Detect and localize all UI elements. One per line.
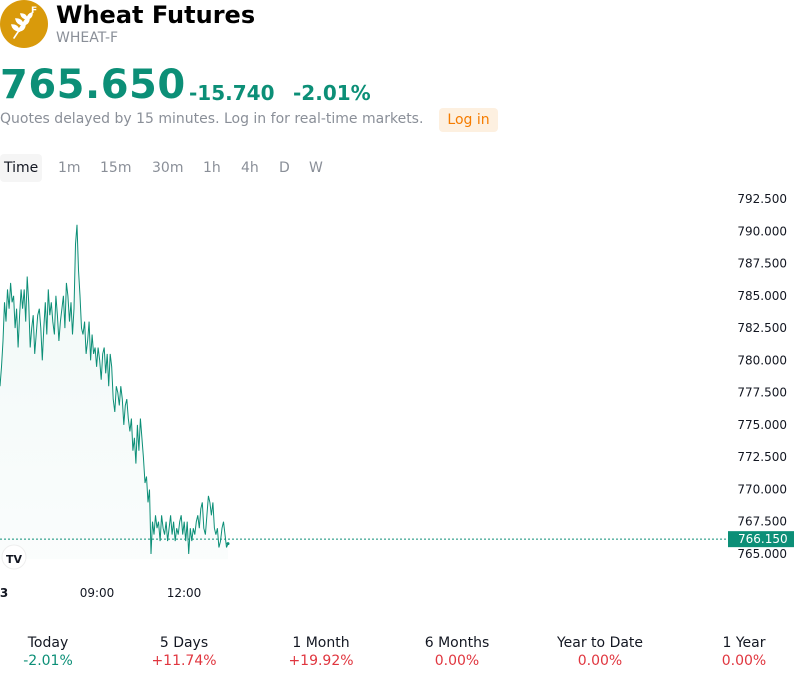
period-1-year[interactable]: 1 Year 0.00% [684,634,800,670]
y-tick-label: 770.000 [737,482,787,496]
last-price: 765.650 [0,62,186,108]
last-price-dot [226,542,230,546]
logo-badge: F [31,6,38,16]
tab-time[interactable]: Time [0,154,43,182]
y-tick-label: 777.500 [737,386,787,400]
tab-1h[interactable]: 1h [203,160,221,176]
price-area [0,224,228,560]
period-label: 6 Months [424,635,490,651]
y-tick-label: 780.000 [737,353,787,367]
price-line [0,224,229,555]
y-axis: 792.500 790.000 787.500 785.000 782.500 780.0… [737,192,787,561]
tab-4h[interactable]: 4h [241,160,259,176]
tab-d[interactable]: D [279,160,290,176]
page-title: Wheat Futures [56,1,256,29]
x-tick-label: 3 [0,586,8,600]
login-button[interactable]: Log in [439,108,498,132]
tradingview-logo[interactable]: TV [1,544,27,570]
x-tick-label: 09:00 [80,586,115,600]
timeframe-tabs: Time 1m 15m 30m 1h 4h D W [0,154,400,182]
period-1-month[interactable]: 1 Month +19.92% [261,634,381,670]
period-label: Today [27,635,69,651]
last-price-label: 766.150 [738,532,788,546]
y-tick-label: 775.000 [737,418,787,432]
price-change-percent: -2.01% [293,81,371,105]
symbol-code: WHEAT-F [56,30,119,46]
x-tick-label: 12:00 [167,586,202,600]
svg-text:TV: TV [6,553,23,566]
y-tick-label: 767.500 [737,515,787,529]
delay-notice: Quotes delayed by 15 minutes. Log in for… [0,111,424,127]
quote-row: 765.650 -15.740 -2.01% [0,62,800,112]
period-value: 0.00% [577,653,623,669]
period-year-to-date[interactable]: Year to Date 0.00% [540,634,660,670]
y-tick-label: 772.500 [737,450,787,464]
price-change: -15.740 [189,81,275,105]
y-tick-label: 790.000 [737,224,787,238]
y-tick-label: 765.000 [737,547,787,561]
period-label: 1 Month [292,635,350,651]
y-tick-label: 787.500 [737,257,787,271]
period-label: 1 Year [722,635,766,651]
performance-periods: Today -2.01% 5 Days +11.74% 1 Month +19.… [0,634,800,678]
period-value: +19.92% [288,653,354,669]
tab-w[interactable]: W [309,160,323,176]
x-axis: 3 09:00 12:00 [0,586,201,600]
period-value: 0.00% [434,653,480,669]
period-today[interactable]: Today -2.01% [0,634,108,670]
last-price-badge: 766.150 [728,531,794,548]
period-6-months[interactable]: 6 Months 0.00% [397,634,517,670]
symbol-header: F Wheat Futures WHEAT-F [0,0,800,60]
tab-15m[interactable]: 15m [100,160,132,176]
period-value: +11.74% [151,653,217,669]
period-label: 5 Days [159,635,209,651]
period-5-days[interactable]: 5 Days +11.74% [124,634,244,670]
wheat-icon: F [0,0,48,48]
y-tick-label: 785.000 [737,289,787,303]
y-tick-label: 792.500 [737,192,787,206]
period-value: 0.00% [721,653,767,669]
period-value: -2.01% [23,653,73,669]
tab-1m[interactable]: 1m [58,160,81,176]
period-label: Year to Date [556,635,644,651]
tab-30m[interactable]: 30m [152,160,184,176]
price-chart[interactable]: 792.500 790.000 787.500 785.000 782.500 780.0… [0,185,800,610]
y-tick-label: 782.500 [737,321,787,335]
